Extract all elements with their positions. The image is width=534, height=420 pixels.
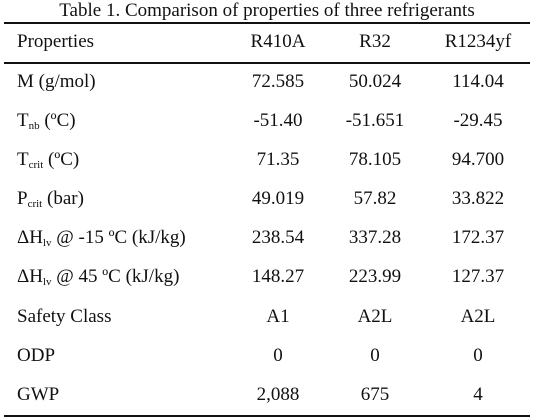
row-label-suffix: (bar) (42, 188, 84, 209)
row-label-main: T (17, 149, 29, 170)
table-row-p-crit: Pcrit (bar) 49.019 57.82 33.822 (0, 184, 534, 214)
value-r32: 0 (370, 345, 380, 366)
row-label-suffix: (ºC) (43, 149, 80, 170)
row-label-main: ΔH (17, 266, 43, 287)
header-r1234yf: R1234yf (444, 31, 512, 52)
value-r32: 675 (360, 384, 390, 405)
row-label-main: ODP (17, 345, 56, 366)
table-header-row: Properties R410A R32 R1234yf (0, 27, 534, 57)
row-label: Pcrit (bar) (17, 184, 84, 214)
row-label: ODP (17, 341, 55, 371)
table-bottom-rule (4, 415, 530, 417)
value-r32: 50.024 (348, 71, 402, 92)
row-label: Safety Class (17, 302, 111, 332)
value-r410a: 71.35 (256, 149, 300, 170)
row-label: GWP (17, 380, 59, 410)
row-label-subscript: lv (42, 237, 52, 249)
row-label: Tcrit (ºC) (17, 145, 79, 175)
row-label-subscript: nb (28, 120, 40, 132)
value-r32: 337.28 (348, 227, 402, 248)
table-row-dh-45: ΔHlv @ 45 ºC (kJ/kg) 148.27 223.99 127.3… (0, 262, 534, 292)
header-r410a: R410A (250, 31, 306, 52)
table-row-t-crit: Tcrit (ºC) 71.35 78.105 94.700 (0, 145, 534, 175)
header-r32: R32 (359, 31, 391, 52)
table-row-gwp: GWP 2,088 675 4 (0, 380, 534, 410)
table-row-safety-class: Safety Class A1 A2L A2L (0, 302, 534, 332)
header-properties: Properties (17, 31, 95, 52)
value-r1234yf: -29.45 (453, 110, 503, 131)
row-label-main: M (g/mol) (17, 71, 96, 92)
value-r410a: -51.40 (253, 110, 303, 131)
table-header-rule (4, 62, 530, 64)
row-label: Tnb (ºC) (17, 106, 76, 136)
table-row-molar-mass: M (g/mol) 72.585 50.024 114.04 (0, 67, 534, 97)
value-r1234yf: 114.04 (452, 71, 504, 92)
row-label-suffix: @ 45 ºC (kJ/kg) (51, 266, 180, 287)
row-label-subscript: lv (42, 276, 52, 288)
value-r1234yf: 94.700 (451, 149, 505, 170)
row-label: M (g/mol) (17, 67, 96, 97)
table-row-t-nb: Tnb (ºC) -51.40 -51.651 -29.45 (0, 106, 534, 136)
table-caption: Table 1. Comparison of properties of thr… (59, 0, 475, 21)
value-r32: A2L (357, 306, 393, 327)
row-label-main: Safety Class (17, 306, 112, 327)
value-r32: -51.651 (345, 110, 405, 131)
value-r410a: 238.54 (251, 227, 305, 248)
value-r1234yf: 172.37 (451, 227, 505, 248)
value-r410a: 148.27 (251, 266, 305, 287)
row-label-suffix: (ºC) (39, 110, 76, 131)
value-r410a: 0 (273, 345, 283, 366)
value-r1234yf: 127.37 (451, 266, 505, 287)
table-row-dh-minus-15: ΔHlv @ -15 ºC (kJ/kg) 238.54 337.28 172.… (0, 223, 534, 253)
row-label-suffix: @ -15 ºC (kJ/kg) (51, 227, 186, 248)
row-label-main: ΔH (17, 227, 43, 248)
value-r1234yf: 0 (473, 345, 483, 366)
value-r1234yf: 33.822 (451, 188, 505, 209)
row-label-subscript: crit (27, 198, 43, 210)
table-row-odp: ODP 0 0 0 (0, 341, 534, 371)
table-top-rule (4, 22, 530, 24)
row-label: ΔHlv @ 45 ºC (kJ/kg) (17, 262, 179, 292)
value-r410a: 72.585 (251, 71, 305, 92)
value-r410a: 49.019 (251, 188, 305, 209)
row-label-main: P (17, 188, 28, 209)
value-r32: 78.105 (348, 149, 402, 170)
row-label-subscript: crit (28, 159, 44, 171)
value-r1234yf: A2L (460, 306, 496, 327)
value-r1234yf: 4 (473, 384, 483, 405)
value-r410a: 2,088 (256, 384, 300, 405)
row-label: ΔHlv @ -15 ºC (kJ/kg) (17, 223, 186, 253)
row-label-main: GWP (17, 384, 60, 405)
value-r410a: A1 (266, 306, 290, 327)
value-r32: 57.82 (353, 188, 397, 209)
row-label-main: T (17, 110, 29, 131)
value-r32: 223.99 (348, 266, 402, 287)
